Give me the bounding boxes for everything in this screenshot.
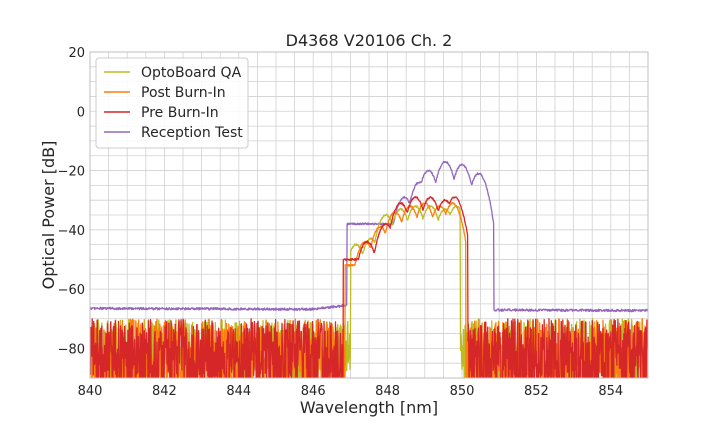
x-axis-label: Wavelength [nm] (300, 398, 438, 417)
legend-label-pre-burn-in: Pre Burn-In (141, 105, 219, 121)
x-tick-label: 840 (78, 384, 103, 399)
x-tick-label: 844 (226, 384, 251, 399)
legend-label-post-burn-in: Post Burn-In (141, 85, 226, 101)
series-line-pre-burn-in (90, 195, 648, 378)
x-tick-label: 852 (524, 384, 549, 399)
y-tick-label: −80 (58, 342, 85, 357)
y-tick-label: 20 (68, 46, 85, 61)
x-tick-label: 848 (375, 384, 400, 399)
y-tick-label: −40 (58, 224, 85, 239)
chart-title: D4368 V20106 Ch. 2 (286, 31, 453, 50)
x-tick-label: 846 (301, 384, 326, 399)
legend-label-reception-test: Reception Test (141, 125, 243, 141)
legend-box (95, 57, 249, 149)
legend: OptoBoard QA Post Burn-In Pre Burn-In Re… (95, 57, 249, 149)
x-tick-label: 854 (598, 384, 623, 399)
y-axis-label: Optical Power [dB] (39, 141, 58, 290)
series-line-reception-test (90, 160, 648, 313)
plot-frame (89, 51, 649, 379)
legend-label-optoboard-qa: OptoBoard QA (141, 65, 242, 81)
y-tick-label: −20 (58, 165, 85, 180)
y-tick-label: 0 (77, 105, 85, 120)
x-tick-label: 850 (450, 384, 475, 399)
tick-labels: 840 842 844 846 848 850 852 854 20 0 −20 −40 −60 −80 (58, 46, 624, 399)
y-tick-label: −60 (58, 283, 85, 298)
x-tick-label: 842 (152, 384, 177, 399)
series-group (90, 160, 648, 378)
